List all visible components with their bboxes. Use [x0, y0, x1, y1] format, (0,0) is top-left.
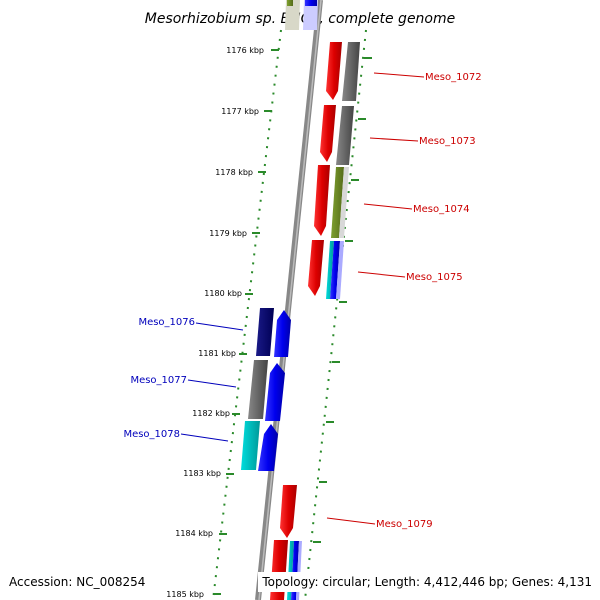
gene-label-meso-1076[interactable]: Meso_1076	[138, 317, 195, 328]
gene-meso-1073[interactable]	[320, 105, 354, 165]
inner-ruler	[212, 29, 282, 600]
gene-label-meso-1074[interactable]: Meso_1074	[413, 204, 470, 215]
topology-text: Topology: circular; Length: 4,412,446 bp…	[261, 575, 592, 589]
outer-ruler	[304, 29, 367, 600]
kbp-label: 1177 kbp	[221, 107, 259, 116]
kbp-labels: 1176 kbp 1177 kbp 1178 kbp 1179 kbp 1180…	[166, 46, 264, 599]
kbp-label: 1179 kbp	[209, 229, 247, 238]
kbp-label: 1178 kbp	[215, 168, 253, 177]
kbp-label: 1181 kbp	[198, 349, 236, 358]
inner-tick-group	[213, 49, 279, 595]
gene-label-meso-1072[interactable]: Meso_1072	[425, 72, 482, 83]
accession-text: Accession: NC_008254	[9, 575, 145, 589]
gene-meso-1076[interactable]	[256, 308, 291, 357]
kbp-label: 1176 kbp	[226, 46, 264, 55]
gene-label-meso-1079[interactable]: Meso_1079	[376, 519, 433, 530]
gene-meso-1075[interactable]	[308, 240, 344, 299]
gene-meso-1078[interactable]	[241, 421, 278, 471]
gene-label-meso-1078[interactable]: Meso_1078	[123, 429, 180, 440]
kbp-label: 1183 kbp	[183, 469, 221, 478]
kbp-label: 1184 kbp	[175, 529, 213, 538]
outer-tick-group	[313, 57, 372, 543]
kbp-label: 1180 kbp	[204, 289, 242, 298]
kbp-label: 1185 kbp	[166, 590, 204, 599]
gene-meso-1077[interactable]	[248, 360, 285, 421]
footer-backdrop-left	[4, 572, 154, 592]
genome-backbone	[255, 0, 323, 600]
gene-label-meso-1073[interactable]: Meso_1073	[419, 136, 476, 147]
leader-lines	[180, 72, 425, 525]
map-title: Mesorhizobium sp. BNC1, complete genome	[145, 11, 456, 27]
kbp-label: 1182 kbp	[192, 409, 230, 418]
gene-label-meso-1075[interactable]: Meso_1075	[406, 272, 463, 283]
gene-label-meso-1077[interactable]: Meso_1077	[130, 375, 187, 386]
gene-meso-1074[interactable]	[314, 165, 349, 238]
top-partial-features	[285, 0, 318, 30]
footer-backdrop-right	[258, 572, 596, 592]
gene-meso-1072[interactable]	[326, 42, 360, 101]
